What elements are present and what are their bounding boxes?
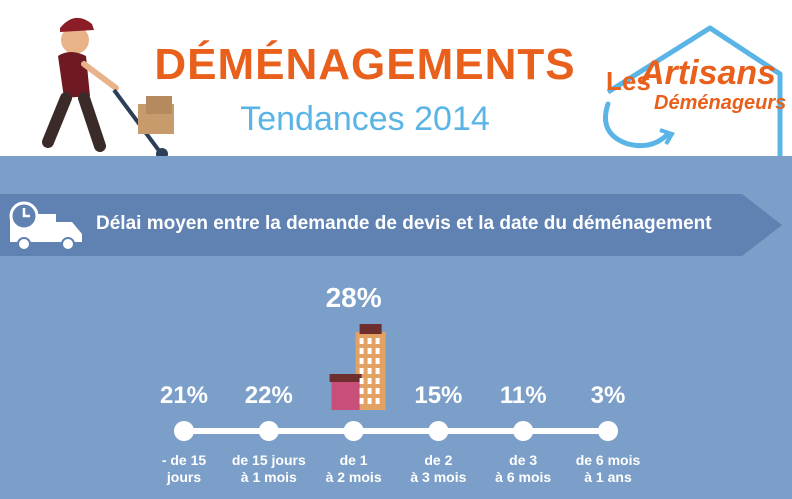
category-label-line: de 1 <box>339 452 368 468</box>
logo-text-artisans: Artisans <box>640 54 777 92</box>
timeline-point-1 <box>174 421 194 441</box>
category-label-line: de 2 <box>424 452 453 468</box>
category-label-line: à 1 mois <box>240 469 297 485</box>
timeline-point-4 <box>428 421 449 441</box>
logo-text-les: Les <box>606 66 651 96</box>
value-label-6: 3% <box>590 382 626 409</box>
value-label-5: 11% <box>499 382 547 409</box>
header: DÉMÉNAGEMENTS Tendances 2014 Les Artisan… <box>0 0 792 156</box>
logo-text-demenageurs: Déménageurs <box>654 92 787 114</box>
truck-clock-icon <box>9 201 82 251</box>
category-label-2: de 15 jours à 1 mois <box>221 452 317 486</box>
category-label-line: à 1 ans <box>584 469 632 485</box>
mover-illustration <box>42 17 174 156</box>
category-label-line: à 3 mois <box>410 469 467 485</box>
section-banner <box>0 194 782 256</box>
value-label-4: 15% <box>414 382 463 409</box>
category-label-line: - de 15 <box>161 452 207 468</box>
timeline-point-3 <box>343 421 364 441</box>
section-title: Délai moyen entre la demande de devis et… <box>96 213 712 234</box>
value-label-2: 22% <box>244 382 293 409</box>
timeline-point-6 <box>598 421 618 441</box>
timeline-point-2 <box>258 421 279 441</box>
timeline-point-5 <box>513 421 534 441</box>
category-label-line: de 15 jours <box>231 452 306 468</box>
timeline-chart <box>174 324 618 441</box>
category-label-6: de 6 mois à 1 ans <box>560 452 656 486</box>
category-label-line: de 6 mois <box>575 452 641 468</box>
value-label-1: 21% <box>159 382 209 409</box>
page-subtitle: Tendances 2014 <box>240 100 490 138</box>
category-label-line: à 2 mois <box>325 469 382 485</box>
category-label-line: jours <box>166 469 202 485</box>
logo-house-icon <box>603 25 783 156</box>
category-label-line: à 6 mois <box>495 469 552 485</box>
category-label-1: - de 15 jours <box>136 452 232 486</box>
value-label-3: 28% <box>325 282 382 313</box>
building-icon <box>329 324 386 410</box>
page-title: DÉMÉNAGEMENTS <box>154 40 576 89</box>
category-label-line: de 3 <box>509 452 538 468</box>
